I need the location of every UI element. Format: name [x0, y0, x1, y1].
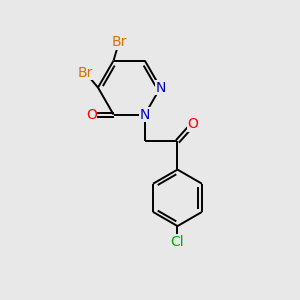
Text: Br: Br [111, 35, 127, 49]
Text: Br: Br [78, 66, 93, 80]
Text: O: O [188, 117, 198, 131]
Text: Cl: Cl [171, 235, 184, 248]
Text: N: N [155, 81, 166, 94]
Text: O: O [86, 108, 97, 122]
Text: N: N [140, 108, 150, 122]
